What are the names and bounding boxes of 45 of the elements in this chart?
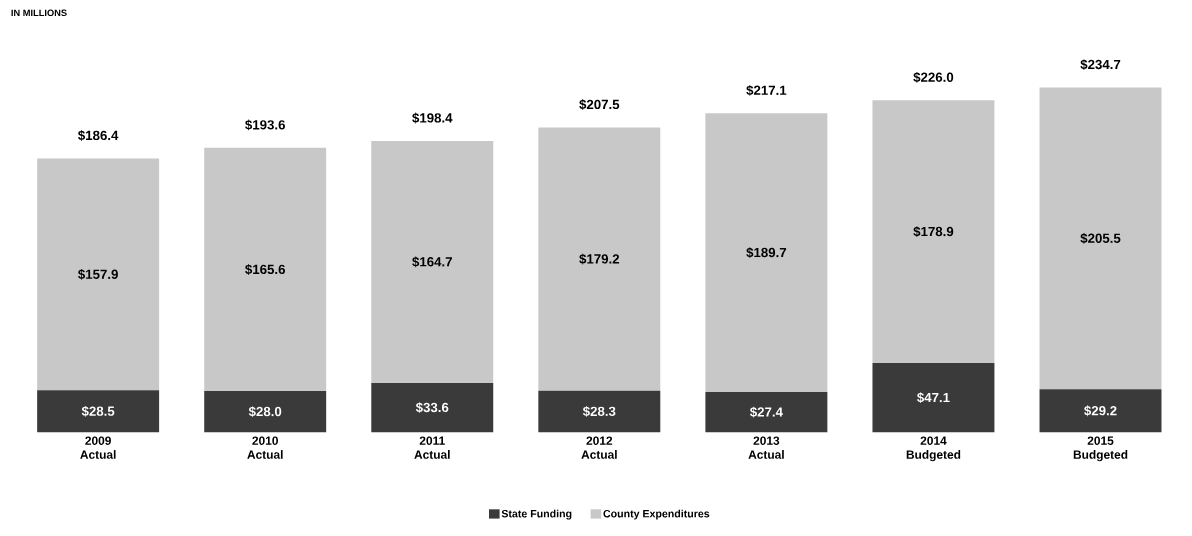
data-label: $28.5 xyxy=(81,406,115,417)
data-label: $164.7 xyxy=(412,256,452,268)
x-tick-label: 2015 Budgeted xyxy=(1073,436,1128,462)
total-label: $207.5 xyxy=(579,99,620,111)
data-label: $165.6 xyxy=(245,264,285,276)
total-label: $198.4 xyxy=(412,112,453,124)
data-label: $157.9 xyxy=(78,269,118,280)
bar xyxy=(872,363,995,433)
bar xyxy=(371,141,494,384)
bar xyxy=(705,392,828,433)
bar xyxy=(1039,389,1162,433)
x-tick-label: 2014 Budgeted xyxy=(906,436,961,462)
x-tick-label: 2009 Actual xyxy=(80,436,116,460)
total-label: $217.1 xyxy=(746,85,787,97)
total-label: $186.4 xyxy=(78,130,119,142)
bar xyxy=(371,383,494,433)
bar xyxy=(538,127,661,391)
total-label: $234.7 xyxy=(1080,59,1121,71)
data-label: $178.9 xyxy=(913,226,954,238)
legend-label: County Expenditures xyxy=(603,509,710,520)
data-label: $205.5 xyxy=(1080,233,1121,244)
x-tick-label: 2013 Actual xyxy=(748,436,784,460)
data-label: $28.0 xyxy=(248,406,282,418)
x-tick-label: 2011 Actual xyxy=(414,436,450,460)
data-label: $28.3 xyxy=(582,406,616,418)
bar xyxy=(204,148,327,392)
data-label: $189.7 xyxy=(746,247,787,259)
x-tick-label: 2012 Actual xyxy=(581,436,617,460)
bar xyxy=(37,158,160,391)
x-tick-label: 2010 Actual xyxy=(247,436,283,460)
bar xyxy=(538,390,661,433)
data-label: $47.1 xyxy=(917,392,950,404)
total-label: $193.6 xyxy=(245,119,285,131)
bar xyxy=(1039,87,1162,390)
bar xyxy=(37,390,160,433)
data-label: $29.2 xyxy=(1084,405,1117,417)
data-label: $33.6 xyxy=(415,402,449,414)
bar xyxy=(872,100,995,364)
bar xyxy=(204,391,327,433)
data-label: $27.4 xyxy=(749,406,783,418)
legend-label: State Funding xyxy=(501,509,572,520)
text: IN MILLIONS xyxy=(11,9,67,17)
bar xyxy=(705,113,828,393)
total-label: $226.0 xyxy=(913,72,954,83)
data-label: $179.2 xyxy=(579,253,620,265)
